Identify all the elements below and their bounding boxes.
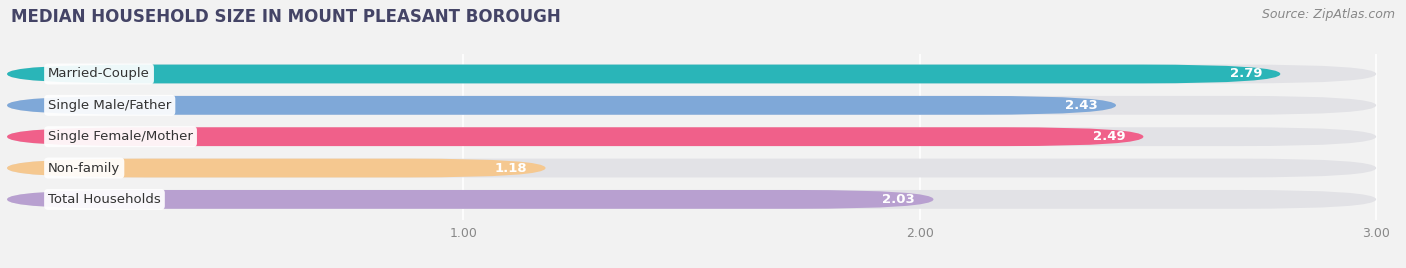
FancyBboxPatch shape [7, 159, 1376, 177]
FancyBboxPatch shape [7, 65, 1376, 83]
Text: Source: ZipAtlas.com: Source: ZipAtlas.com [1261, 8, 1395, 21]
Text: 1.18: 1.18 [495, 162, 527, 174]
FancyBboxPatch shape [7, 159, 546, 177]
Text: 2.03: 2.03 [883, 193, 915, 206]
Text: Single Female/Mother: Single Female/Mother [48, 130, 193, 143]
FancyBboxPatch shape [7, 190, 1376, 209]
Text: MEDIAN HOUSEHOLD SIZE IN MOUNT PLEASANT BOROUGH: MEDIAN HOUSEHOLD SIZE IN MOUNT PLEASANT … [11, 8, 561, 26]
FancyBboxPatch shape [7, 127, 1143, 146]
FancyBboxPatch shape [7, 96, 1376, 115]
Text: Single Male/Father: Single Male/Father [48, 99, 172, 112]
Text: Non-family: Non-family [48, 162, 121, 174]
FancyBboxPatch shape [7, 190, 934, 209]
FancyBboxPatch shape [7, 127, 1376, 146]
Text: 2.79: 2.79 [1230, 68, 1263, 80]
Text: 2.49: 2.49 [1092, 130, 1125, 143]
FancyBboxPatch shape [7, 65, 1281, 83]
Text: Total Households: Total Households [48, 193, 160, 206]
Text: Married-Couple: Married-Couple [48, 68, 150, 80]
Text: 2.43: 2.43 [1064, 99, 1098, 112]
FancyBboxPatch shape [7, 96, 1116, 115]
